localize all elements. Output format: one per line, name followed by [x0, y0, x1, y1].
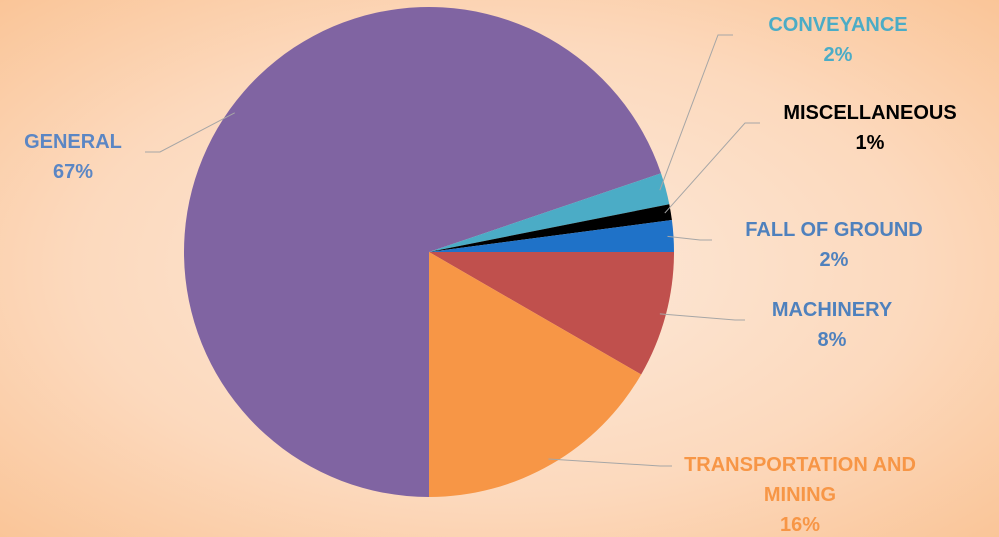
- value-label: 67%: [52, 161, 94, 183]
- category-label: FALL OF GROUND: [745, 219, 923, 241]
- leader-line: [659, 313, 745, 321]
- pie-slice: [429, 204, 672, 252]
- leader-line: [145, 112, 235, 153]
- leader-line: [667, 235, 712, 241]
- value-label: 2%: [819, 249, 849, 271]
- pie-slice: [429, 252, 642, 497]
- slice-label: CONVEYANCE 2%: [698, 10, 978, 70]
- category-label: MISCELLANEOUS: [783, 102, 957, 124]
- slice-label: TRANSPORTATION AND MINING 16%: [660, 450, 940, 537]
- value-label: 16%: [779, 514, 821, 536]
- leader-line: [659, 34, 733, 191]
- leader-line: [664, 122, 760, 214]
- pie-slice: [429, 220, 674, 252]
- value-label: 8%: [817, 329, 847, 351]
- pie-slice: [429, 173, 670, 252]
- slice-label: GENERAL 67%: [0, 127, 213, 187]
- value-label: 2%: [823, 44, 853, 66]
- category-label: GENERAL: [24, 131, 122, 153]
- pie-slice: [183, 6, 661, 498]
- slice-label: MACHINERY 8%: [692, 295, 972, 355]
- slice-label: FALL OF GROUND 2%: [694, 215, 974, 275]
- value-label: 1%: [855, 132, 885, 154]
- slice-label: MISCELLANEOUS 1%: [730, 98, 999, 158]
- category-label: MACHINERY: [771, 299, 893, 321]
- category-label: TRANSPORTATION AND MINING: [684, 454, 916, 506]
- category-label: CONVEYANCE: [768, 14, 908, 36]
- pie-slice: [429, 252, 674, 375]
- leader-line: [548, 458, 672, 467]
